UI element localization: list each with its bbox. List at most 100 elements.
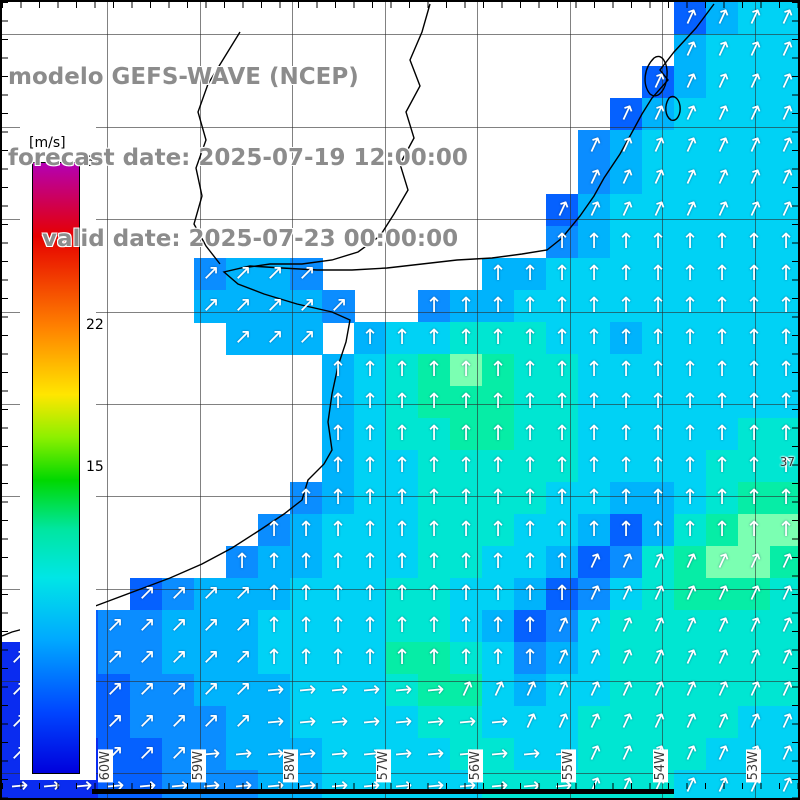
wind-cell	[386, 450, 419, 483]
wind-cell	[514, 290, 547, 323]
wind-cell	[738, 418, 771, 451]
wind-cell	[674, 674, 707, 707]
wind-arrow-icon: ↑	[617, 325, 635, 349]
wind-cell	[706, 610, 739, 643]
wind-arrow-icon: ↑	[777, 325, 795, 349]
wind-arrow-icon: ↑	[425, 453, 443, 477]
wind-cell	[642, 354, 675, 387]
wind-arrow-icon: ↑	[457, 293, 475, 317]
title-model-line: modelo GEFS-WAVE (NCEP)	[8, 64, 359, 90]
wind-arrow-icon: ↑	[361, 549, 379, 573]
wind-cell	[290, 546, 323, 579]
wind-cell	[546, 418, 579, 451]
wind-arrow-icon: ↑	[489, 453, 507, 477]
wind-arrow-icon: ↑	[393, 453, 411, 477]
wind-arrow-icon: ↑	[521, 549, 539, 573]
wind-arrow-icon: ↑	[681, 485, 699, 509]
wind-cell	[194, 610, 227, 643]
wind-arrow-icon: ↑	[425, 293, 443, 317]
wind-arrow-icon: ↑	[553, 389, 571, 413]
wind-arrow-icon: ↑	[457, 645, 475, 669]
wind-cell	[290, 578, 323, 611]
wind-cell	[610, 130, 643, 163]
grid-line-vertical	[755, 2, 756, 798]
wind-cell	[610, 610, 643, 643]
wind-arrow-icon: ↑	[265, 549, 283, 573]
grid-line-horizontal	[2, 34, 798, 35]
wind-cell	[514, 450, 547, 483]
wind-cell	[514, 514, 547, 547]
wind-cell	[674, 322, 707, 355]
wind-cell	[514, 418, 547, 451]
wind-cell	[322, 514, 355, 547]
wind-cell	[674, 34, 707, 67]
wind-cell	[706, 66, 739, 99]
wind-cell	[98, 706, 131, 739]
wind-cell	[258, 290, 291, 323]
title-forecast-date-line: forecast date: 2025-07-19 12:00:00	[8, 145, 468, 171]
wind-cell	[290, 642, 323, 675]
wind-arrow-icon: ↑	[390, 680, 416, 700]
wind-cell	[642, 642, 675, 675]
wind-cell	[130, 642, 163, 675]
wind-arrow-icon: ↑	[649, 293, 667, 317]
wind-cell	[578, 482, 611, 515]
wind-cell	[610, 322, 643, 355]
wind-arrow-icon: ↑	[457, 325, 475, 349]
wind-arrow-icon: ↑	[713, 325, 731, 349]
wind-cell	[514, 578, 547, 611]
wind-cell	[258, 546, 291, 579]
wind-cell	[482, 706, 515, 739]
wind-cell	[418, 322, 451, 355]
wind-cell	[642, 290, 675, 323]
wind-cell	[706, 642, 739, 675]
wind-cell	[610, 290, 643, 323]
wind-cell	[706, 130, 739, 163]
wind-cell	[578, 514, 611, 547]
wind-cell	[674, 354, 707, 387]
wind-cell	[706, 98, 739, 131]
wind-cell	[738, 578, 771, 611]
wind-cell	[354, 482, 387, 515]
wind-cell	[706, 418, 739, 451]
wind-cell	[610, 706, 643, 739]
wind-cell	[706, 450, 739, 483]
wind-arrow-icon: ↑	[585, 357, 603, 381]
wind-cell	[322, 642, 355, 675]
wind-arrow-icon: ↑	[230, 744, 256, 764]
wind-arrow-icon: ↑	[553, 229, 571, 253]
wind-cell	[514, 322, 547, 355]
wind-arrow-icon: ↑	[425, 325, 443, 349]
grid-line-horizontal	[2, 589, 798, 590]
wind-arrow-icon: ↑	[489, 581, 507, 605]
grid-line-vertical	[662, 2, 663, 798]
wind-arrow-icon: ↑	[294, 712, 320, 732]
wind-arrow-icon: ↑	[745, 357, 763, 381]
wind-arrow-icon: ↑	[585, 453, 603, 477]
wind-arrow-icon: ↑	[329, 645, 347, 669]
wind-cell	[130, 578, 163, 611]
wind-cell	[610, 482, 643, 515]
wind-cell	[322, 450, 355, 483]
wind-cell	[738, 706, 771, 739]
coastline-path	[644, 55, 668, 97]
wind-arrow-icon: ↑	[297, 485, 315, 509]
coastline-path	[193, 31, 241, 265]
wind-arrow-icon: ↑	[393, 325, 411, 349]
wind-arrow-icon: ↑	[489, 613, 507, 637]
wind-cell	[354, 418, 387, 451]
wind-cell	[642, 322, 675, 355]
wind-arrow-icon: ↑	[358, 680, 384, 700]
wind-cell	[514, 354, 547, 387]
wind-arrow-icon: ↑	[713, 293, 731, 317]
wind-arrow-icon: ↑	[681, 421, 699, 445]
wind-cell	[418, 578, 451, 611]
wind-cell	[386, 418, 419, 451]
wind-arrow-icon: ↑	[262, 680, 288, 700]
grid-line-vertical	[570, 2, 571, 798]
wind-arrow-icon: ↑	[425, 613, 443, 637]
wind-arrow-icon: ↑	[649, 229, 667, 253]
wind-cell	[578, 674, 611, 707]
wind-arrow-icon: ↑	[489, 389, 507, 413]
